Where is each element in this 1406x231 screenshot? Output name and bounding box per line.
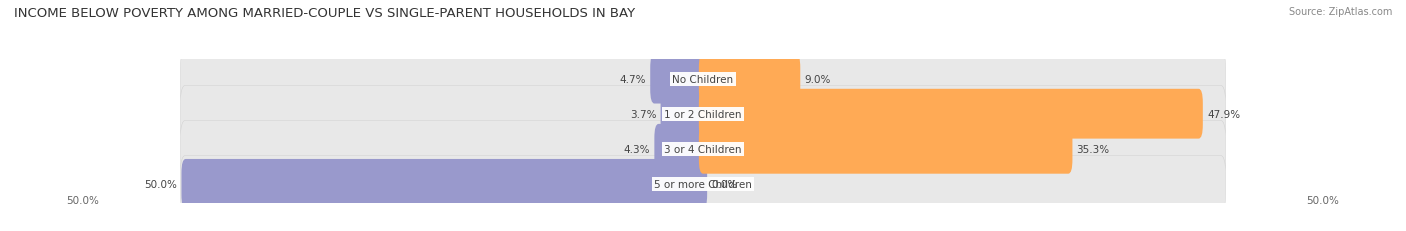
FancyBboxPatch shape bbox=[180, 86, 1226, 143]
FancyBboxPatch shape bbox=[180, 51, 1226, 108]
FancyBboxPatch shape bbox=[699, 55, 800, 104]
FancyBboxPatch shape bbox=[180, 156, 1226, 212]
FancyBboxPatch shape bbox=[181, 159, 707, 209]
Text: 3 or 4 Children: 3 or 4 Children bbox=[664, 144, 742, 154]
Text: 0.0%: 0.0% bbox=[711, 179, 738, 189]
FancyBboxPatch shape bbox=[654, 124, 707, 174]
Text: 50.0%: 50.0% bbox=[1306, 195, 1340, 205]
Text: 50.0%: 50.0% bbox=[145, 179, 177, 189]
Text: 3.7%: 3.7% bbox=[630, 109, 657, 119]
FancyBboxPatch shape bbox=[180, 121, 1226, 177]
Text: 50.0%: 50.0% bbox=[66, 195, 100, 205]
FancyBboxPatch shape bbox=[699, 89, 1202, 139]
Text: Source: ZipAtlas.com: Source: ZipAtlas.com bbox=[1288, 7, 1392, 17]
Text: 35.3%: 35.3% bbox=[1077, 144, 1109, 154]
Text: 1 or 2 Children: 1 or 2 Children bbox=[664, 109, 742, 119]
FancyBboxPatch shape bbox=[699, 124, 1073, 174]
FancyBboxPatch shape bbox=[650, 55, 707, 104]
Text: No Children: No Children bbox=[672, 74, 734, 84]
Text: 9.0%: 9.0% bbox=[804, 74, 831, 84]
FancyBboxPatch shape bbox=[661, 89, 707, 139]
Text: 47.9%: 47.9% bbox=[1206, 109, 1240, 119]
Text: INCOME BELOW POVERTY AMONG MARRIED-COUPLE VS SINGLE-PARENT HOUSEHOLDS IN BAY: INCOME BELOW POVERTY AMONG MARRIED-COUPL… bbox=[14, 7, 636, 20]
Text: 4.3%: 4.3% bbox=[624, 144, 650, 154]
Text: 4.7%: 4.7% bbox=[620, 74, 647, 84]
Text: 5 or more Children: 5 or more Children bbox=[654, 179, 752, 189]
